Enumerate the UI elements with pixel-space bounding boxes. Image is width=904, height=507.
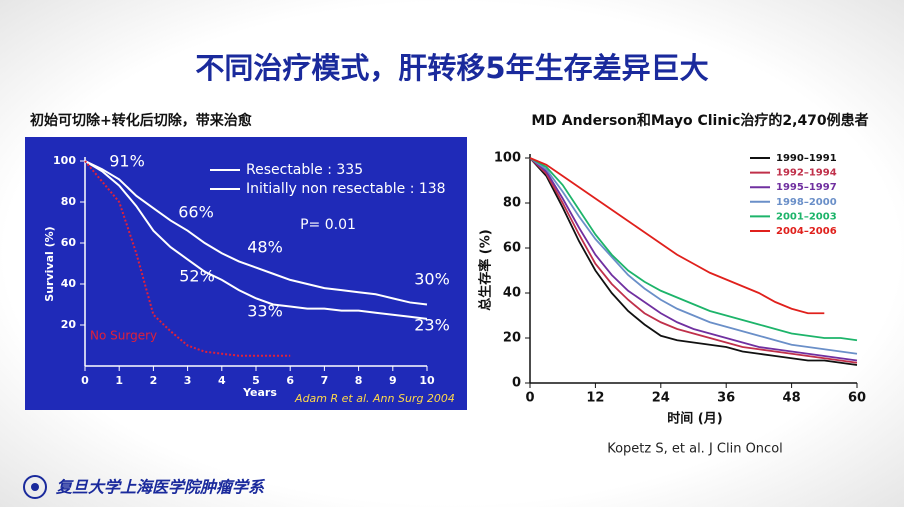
y-tick-label: 80 [61,195,77,208]
series-line [529,157,858,366]
legend-label: 2001–2003 [776,211,837,222]
legend-label: 1992–1994 [776,168,837,179]
left-chart-bg [25,137,467,410]
x-tick-label: 48 [783,391,801,406]
y-tick-label: 0 [512,376,521,391]
y-tick-label: 40 [61,277,77,290]
annotation: 66% [178,203,214,222]
series-line [529,157,858,362]
y-tick-label: 40 [503,286,521,301]
x-tick-label: 8 [355,374,363,387]
y-tick-label: 60 [61,236,77,249]
y-tick-label: 80 [503,196,521,211]
x-tick-label: 60 [848,391,866,406]
series-label: No Surgery [90,329,157,343]
y-tick-label: 100 [53,154,76,167]
x-tick-label: 12 [586,391,604,406]
x-tick-label: 7 [321,374,329,387]
slide-title: 不同治疗模式，肝转移5年生存差异巨大 [195,51,708,85]
series-line [529,157,858,364]
y-tick-label: 20 [61,318,77,331]
series-line [84,160,428,306]
footer: 复旦大学上海医学院肿瘤学系 [56,478,266,497]
annotation: Adam R et al. Ann Surg 2004 [294,392,455,405]
annotation: 48% [247,238,283,257]
annotation: 91% [109,152,145,171]
y-axis-label: 总生存率 (%) [478,229,494,310]
x-tick-label: 24 [652,391,670,406]
x-tick-label: 0 [525,391,534,406]
source: Kopetz S, et al. J Clin Oncol [607,442,783,457]
legend-label: 1995–1997 [776,182,837,193]
x-tick-label: 5 [252,374,260,387]
series-line [529,157,858,355]
legend-label: Initially non resectable : 138 [246,181,446,197]
legend-label: 2004–2006 [776,226,837,237]
annotation: 52% [179,267,215,286]
annotation: 23% [414,316,450,335]
x-axis-label: 时间 (月) [667,411,722,427]
legend-label: 1998–2000 [776,197,837,208]
x-tick-label: 36 [717,391,735,406]
y-axis-label: Survival (%) [43,226,56,301]
y-tick-label: 60 [503,241,521,256]
annotation: 30% [414,270,450,289]
series-line [529,157,858,342]
x-tick-label: 6 [286,374,294,387]
legend-label: 1990–1991 [776,153,837,164]
x-tick-label: 1 [115,374,123,387]
x-axis-label: Years [242,386,277,399]
x-tick-label: 2 [150,374,158,387]
series-line [529,157,825,315]
legend-label: Resectable : 335 [246,162,363,178]
y-tick-label: 20 [503,331,521,346]
x-tick-label: 4 [218,374,226,387]
left-subtitle: 初始可切除+转化后切除，带来治愈 [30,112,253,129]
logo [23,475,47,499]
x-tick-label: 3 [184,374,192,387]
x-tick-label: 10 [419,374,435,387]
x-tick-label: 9 [389,374,397,387]
series-line [84,160,428,320]
series-line [84,160,291,357]
annotation: P= 0.01 [300,217,356,233]
y-tick-label: 100 [494,151,521,166]
x-tick-label: 0 [81,374,89,387]
annotation: 33% [247,302,283,321]
right-title: MD Anderson和Mayo Clinic治疗的2,470例患者 [531,112,868,129]
